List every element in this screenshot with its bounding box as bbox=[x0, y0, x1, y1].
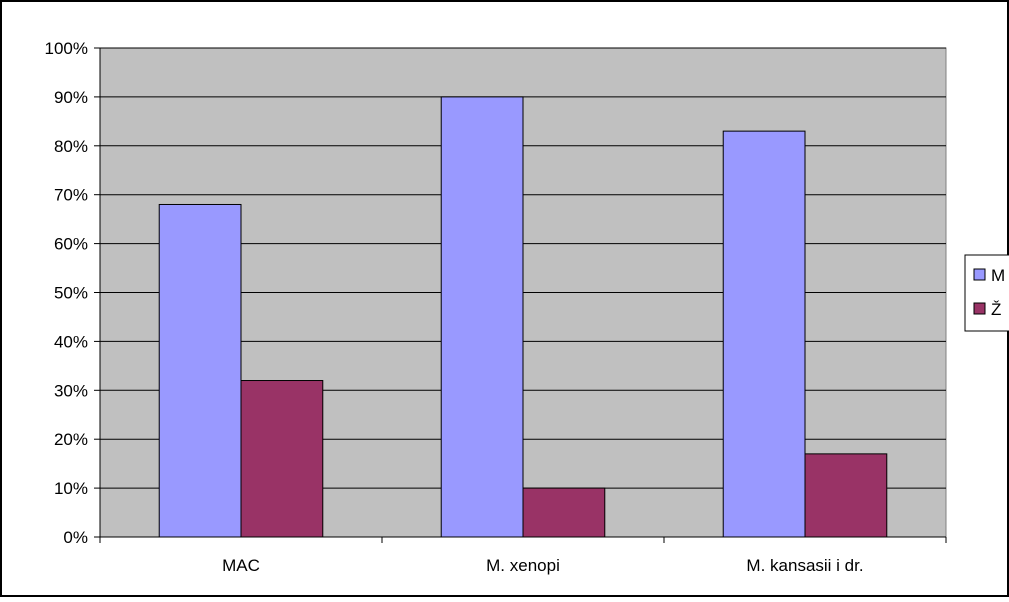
x-tick-label: M. xenopi bbox=[486, 556, 560, 575]
legend: MŽ bbox=[964, 254, 1009, 332]
y-tick-label: 0% bbox=[63, 528, 88, 547]
x-tick-label: M. kansasii i dr. bbox=[746, 556, 863, 575]
y-tick-label: 60% bbox=[54, 235, 88, 254]
bars bbox=[158, 96, 888, 538]
y-tick-label: 80% bbox=[54, 137, 88, 156]
y-tick-label: 30% bbox=[54, 381, 88, 400]
y-tick-label: 40% bbox=[54, 332, 88, 351]
x-tick-label: MAC bbox=[222, 556, 260, 575]
bar-z-1 bbox=[522, 487, 606, 538]
bar-m-0 bbox=[158, 203, 242, 538]
bar-z-2 bbox=[804, 453, 888, 538]
legend-swatch bbox=[973, 268, 986, 281]
y-tick-label: 70% bbox=[54, 186, 88, 205]
y-tick-label: 50% bbox=[54, 284, 88, 303]
legend-label: Ž bbox=[991, 300, 1001, 319]
y-tick-label: 20% bbox=[54, 430, 88, 449]
y-tick-label: 100% bbox=[45, 39, 88, 58]
legend-label: M bbox=[991, 266, 1005, 285]
bar-m-1 bbox=[440, 96, 524, 538]
legend-box bbox=[964, 254, 1009, 332]
bar-m-2 bbox=[722, 130, 806, 538]
y-axis: 0% 10% 20% 30% 40% 50% 60% 70% 80% 90% 100% bbox=[45, 39, 101, 547]
bar-z-0 bbox=[240, 380, 324, 538]
y-tick-label: 10% bbox=[54, 479, 88, 498]
y-tick-label: 90% bbox=[54, 88, 88, 107]
legend-swatch bbox=[973, 302, 986, 315]
